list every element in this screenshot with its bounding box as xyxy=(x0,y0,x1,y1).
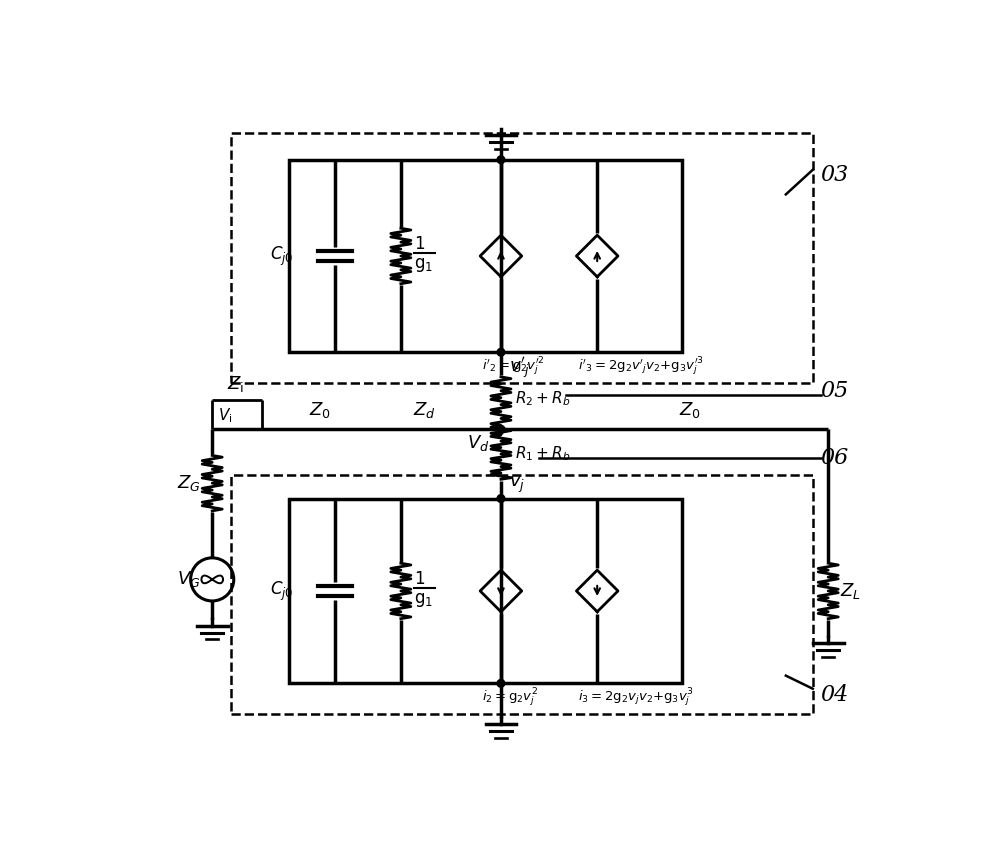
Text: 05: 05 xyxy=(820,380,849,402)
Bar xyxy=(289,499,682,683)
Text: $Z_{\mathrm{i}}$: $Z_{\mathrm{i}}$ xyxy=(227,374,244,394)
Text: $Z_L$: $Z_L$ xyxy=(840,581,861,601)
Text: 06: 06 xyxy=(820,447,849,468)
Circle shape xyxy=(497,495,505,502)
Text: $i_3{=}2\mathrm{g}_2v_jv_2{+}\mathrm{g}_3v_j^3$: $i_3{=}2\mathrm{g}_2v_jv_2{+}\mathrm{g}_… xyxy=(578,687,694,710)
Text: $\mathrm{g}_1$: $\mathrm{g}_1$ xyxy=(414,256,433,275)
Circle shape xyxy=(497,156,505,163)
Text: $1$: $1$ xyxy=(414,235,425,253)
Text: $V_G$: $V_G$ xyxy=(177,570,201,589)
Bar xyxy=(289,160,682,352)
Bar xyxy=(231,475,813,714)
Text: $V_d$: $V_d$ xyxy=(467,434,489,453)
Text: $Z_0$: $Z_0$ xyxy=(679,400,701,420)
Text: 04: 04 xyxy=(820,684,849,705)
Text: $\mathrm{g}_1$: $\mathrm{g}_1$ xyxy=(414,592,433,609)
Text: $1$: $1$ xyxy=(414,570,425,588)
Text: $i'_3{=}2\mathrm{g}_2v'_jv_2{+}\mathrm{g}_3v_j^{\prime3}$: $i'_3{=}2\mathrm{g}_2v'_jv_2{+}\mathrm{g… xyxy=(578,356,704,378)
Text: $i'_2{=}\mathrm{g}_2v_j^{\prime2}$: $i'_2{=}\mathrm{g}_2v_j^{\prime2}$ xyxy=(482,356,545,378)
Text: $Z_d$: $Z_d$ xyxy=(413,400,435,420)
Text: $Z_G$: $Z_G$ xyxy=(177,473,201,493)
Text: $V_{\mathrm{i}}$: $V_{\mathrm{i}}$ xyxy=(218,406,233,425)
Text: $C_{j0}$: $C_{j0}$ xyxy=(270,580,293,603)
Text: $i_2{=}\mathrm{g}_2v_j^2$: $i_2{=}\mathrm{g}_2v_j^2$ xyxy=(482,687,538,710)
Text: $R_1+R_b$: $R_1+R_b$ xyxy=(515,445,570,463)
Bar xyxy=(231,133,813,383)
Text: $v_j$: $v_j$ xyxy=(509,474,525,495)
Circle shape xyxy=(497,425,505,434)
Text: 03: 03 xyxy=(820,164,849,186)
Text: $Z_0$: $Z_0$ xyxy=(309,400,331,420)
Text: $v'_j$: $v'_j$ xyxy=(509,356,530,382)
Circle shape xyxy=(497,348,505,356)
Text: $C_{j0}$: $C_{j0}$ xyxy=(270,245,293,268)
Circle shape xyxy=(497,679,505,687)
Text: $R_2+R_b$: $R_2+R_b$ xyxy=(515,389,570,408)
